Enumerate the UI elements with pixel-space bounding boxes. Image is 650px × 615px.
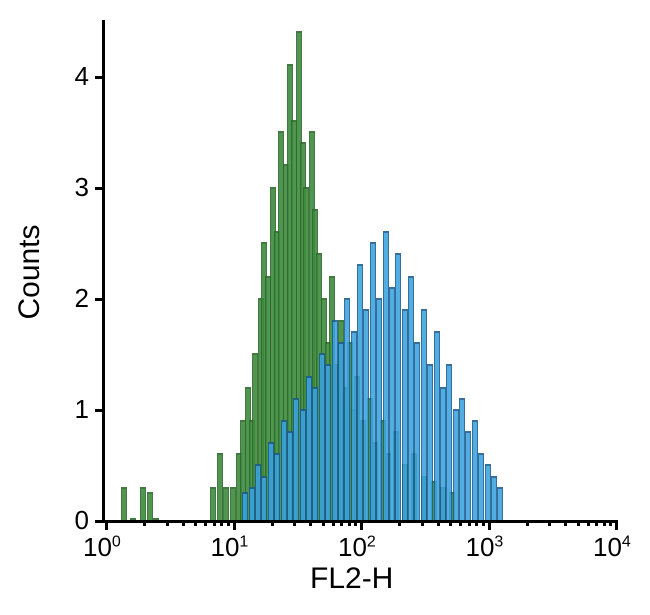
y-axis-line (102, 20, 105, 523)
histogram-bar-blue (440, 387, 446, 520)
histogram-bar-blue (255, 464, 261, 520)
x-tick-label: 104 (593, 532, 631, 563)
histogram-bar-blue (383, 231, 389, 520)
histogram-bar-blue (478, 453, 484, 520)
histogram-bar-blue (281, 420, 287, 520)
histogram-bar-blue (395, 253, 401, 520)
histogram-bar-blue (287, 431, 293, 520)
y-tick-label: 2 (75, 283, 89, 314)
histogram-bar-blue (434, 331, 440, 520)
histogram-bar-blue (274, 453, 280, 520)
histogram-bar-blue (357, 264, 363, 520)
histogram-bar-blue (427, 364, 433, 520)
histogram-bar-blue (465, 431, 471, 520)
histogram-bar-blue (300, 409, 306, 520)
histogram-bar-green (147, 492, 153, 520)
histogram-bar-green (217, 453, 223, 520)
histogram-bar-blue (344, 298, 350, 520)
y-tick (95, 76, 105, 79)
y-tick (95, 298, 105, 301)
histogram-bar-blue (421, 309, 427, 520)
histogram-bar-blue (446, 364, 452, 520)
histogram-bar-blue (370, 242, 376, 520)
y-tick-label: 4 (75, 61, 89, 92)
histogram-bar-blue (485, 464, 491, 520)
histogram-bar-blue (293, 398, 299, 520)
histogram-bar-blue (472, 420, 478, 520)
histogram-bar-blue (408, 276, 414, 520)
y-tick (95, 187, 105, 190)
histogram-bar-blue (319, 353, 325, 520)
histogram-bar-blue (312, 387, 318, 520)
x-tick-label: 103 (466, 532, 504, 563)
histogram-bar-blue (268, 442, 274, 520)
histogram-bar-green (140, 487, 146, 520)
y-tick (95, 520, 105, 523)
histogram-bar-blue (242, 492, 248, 520)
y-axis-label: Counts (13, 222, 47, 322)
histogram-bar-blue (338, 342, 344, 520)
histogram-bar-blue (453, 409, 459, 520)
histogram-bar-blue (402, 309, 408, 520)
histogram-bar-blue (497, 487, 503, 520)
histogram-bar-green (230, 487, 236, 520)
histogram-bar-blue (306, 376, 312, 520)
histogram-bar-blue (363, 309, 369, 520)
flow-cytometry-histogram: Counts FL2-H 100 101 102 103 104 0 1 2 3 4 (0, 0, 650, 615)
y-tick-label: 3 (75, 172, 89, 203)
histogram-bar-blue (249, 487, 255, 520)
y-tick-label: 0 (75, 505, 89, 536)
histogram-bar-green (210, 487, 216, 520)
histogram-bar-green (223, 487, 229, 520)
x-tick-label: 100 (83, 532, 121, 563)
x-tick (615, 520, 618, 530)
x-tick-label: 101 (211, 532, 249, 563)
histogram-bar-blue (459, 398, 465, 520)
histogram-bar-green (121, 487, 127, 520)
histogram-bar-blue (332, 320, 338, 520)
x-tick (360, 520, 363, 530)
histogram-bar-blue (325, 364, 331, 520)
x-tick (488, 520, 491, 530)
y-tick (95, 409, 105, 412)
plot-area (105, 20, 615, 520)
x-tick (233, 520, 236, 530)
x-tick-label: 102 (338, 532, 376, 563)
y-tick-label: 1 (75, 394, 89, 425)
histogram-bar-blue (491, 476, 497, 520)
x-axis-label: FL2-H (310, 562, 393, 596)
histogram-bar-blue (389, 287, 395, 520)
histogram-bar-blue (414, 342, 420, 520)
x-tick (105, 520, 108, 530)
histogram-bar-blue (376, 298, 382, 520)
histogram-bar-blue (351, 331, 357, 520)
histogram-bar-blue (261, 476, 267, 520)
